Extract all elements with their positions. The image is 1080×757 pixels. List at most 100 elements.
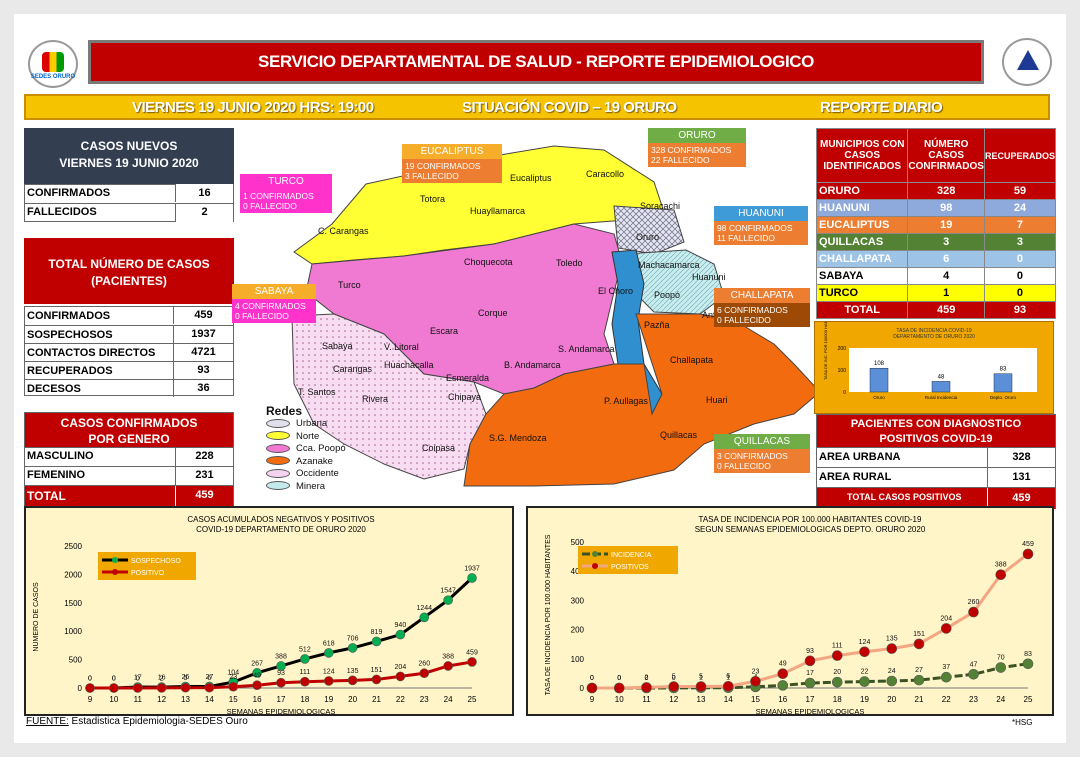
x-tick-label: 21 xyxy=(372,695,381,704)
data-label: 5 xyxy=(184,675,188,682)
data-label: 0 xyxy=(672,675,676,682)
data-label: 27 xyxy=(205,674,213,681)
callout-title: CHALLAPATA xyxy=(714,288,810,303)
diagnosis-header: PACIENTES CON DIAGNOSTICO POSITIVOS COVI… xyxy=(817,415,1055,447)
incidence-rate-chart: TASA DE INCIDENCIA POR 100.000 HABITANTE… xyxy=(526,506,1054,716)
data-label: 459 xyxy=(1022,541,1034,548)
series-point xyxy=(347,675,358,686)
y-tick-label: 400 xyxy=(571,567,585,576)
data-label: 5 xyxy=(672,674,676,681)
callout-title: TURCO xyxy=(240,174,332,189)
legend-marker xyxy=(112,557,118,563)
logo-caption: SEDES ORURO xyxy=(30,74,76,80)
chart-title: CASOS ACUMULADOS NEGATIVOS Y POSITIVOS xyxy=(187,515,374,524)
mini-bar xyxy=(869,367,889,393)
diagnosis-total-row: TOTAL CASOS POSITIVOS 459 xyxy=(817,487,1055,509)
map-label-5: C. Carangas xyxy=(318,226,369,236)
sedes-logo: SEDES ORURO xyxy=(28,40,78,88)
series-point xyxy=(668,681,680,692)
data-label: 819 xyxy=(371,629,383,636)
municipality-recovered: 24 xyxy=(983,199,1057,217)
header-confirmados: NÚMERO CASOS CONFIRMADOS xyxy=(907,128,985,183)
total-row-4: DECESOS 36 xyxy=(25,379,233,397)
chart-legend xyxy=(578,546,678,574)
total-row-value: 36 xyxy=(173,380,233,397)
municipality-confirmed: 1 xyxy=(907,284,985,302)
municipalities-table: MUNICIPIOS CON CASOS IDENTIFICADOS NÚMER… xyxy=(815,128,1057,319)
series-point xyxy=(913,674,925,686)
legend-swatch-icon xyxy=(266,456,290,466)
data-label: 0 xyxy=(112,676,116,683)
series-point xyxy=(831,676,843,688)
map-label-7: Choquecota xyxy=(464,257,513,267)
mini-bar-label: 108 xyxy=(874,361,885,367)
callout-body: 19 CONFIRMADOS 3 FALLECIDO xyxy=(402,159,502,183)
data-label: 135 xyxy=(347,668,359,675)
x-tick-label: 24 xyxy=(444,695,453,704)
header-municipio: MUNICIPIOS CON CASOS IDENTIFICADOS xyxy=(815,128,909,183)
x-tick-label: 13 xyxy=(697,695,706,704)
legend-swatch-icon xyxy=(266,481,290,491)
total-row-value: 4721 xyxy=(173,344,233,361)
map-label-28: Chipaya xyxy=(448,392,482,402)
map-label-14: Corque xyxy=(478,308,508,318)
municipality-recovered: 0 xyxy=(983,250,1057,268)
y-tick-label: 2500 xyxy=(64,542,82,551)
x-tick-label: 9 xyxy=(590,695,595,704)
urban-value: 328 xyxy=(987,448,1055,467)
diagnosis-total-value: 459 xyxy=(987,488,1055,509)
series-point xyxy=(968,668,979,680)
series-point xyxy=(156,683,167,693)
callout-title: EUCALIPTUS xyxy=(402,144,502,159)
municipality-recovered: 3 xyxy=(983,233,1057,251)
mini-chart-subtitle: DEPARTAMENTO DE ORURO 2020 xyxy=(893,334,975,340)
municipality-recovered: 59 xyxy=(983,182,1057,200)
y-tick-label: 200 xyxy=(571,626,585,635)
total-row-value: 1937 xyxy=(173,326,233,343)
series-point xyxy=(968,606,979,618)
series-point xyxy=(804,677,816,689)
map-label-21: Huachacalla xyxy=(384,360,434,370)
data-label: 23 xyxy=(752,668,760,675)
series-point xyxy=(886,643,898,654)
callout-confirmed: 19 CONFIRMADOS xyxy=(405,161,481,171)
x-tick-label: 14 xyxy=(205,695,214,704)
legend-item-norte: Norte xyxy=(266,431,319,442)
municipality-confirmed: 6 xyxy=(907,250,985,268)
municipality-confirmed: 3 xyxy=(907,233,985,251)
data-label: 151 xyxy=(371,667,383,674)
map-label-0: Caracollo xyxy=(586,169,625,179)
total-row-label: SOSPECHOSOS xyxy=(27,329,113,341)
data-label: 618 xyxy=(323,640,335,647)
data-label: 0 xyxy=(590,675,594,682)
callout-title: HUANUNI xyxy=(714,206,808,221)
x-tick-label: 22 xyxy=(942,695,951,704)
map-label-11: Turco xyxy=(338,280,361,290)
municipality-name: QUILLACAS xyxy=(815,233,909,251)
callout-confirmed: 4 CONFIRMADOS xyxy=(235,301,306,311)
x-tick-label: 18 xyxy=(833,695,842,704)
new-deaths-value: 2 xyxy=(175,204,233,222)
series-point xyxy=(252,680,262,691)
y-tick-label: 0 xyxy=(580,684,585,693)
report-date: VIERNES 19 JUNIO 2020 HRS: 19:00 xyxy=(132,99,374,116)
data-label: 1547 xyxy=(440,588,456,595)
diagnosis-panel: PACIENTES CON DIAGNOSTICO POSITIVOS COVI… xyxy=(816,414,1056,509)
municipality-confirmed: 19 xyxy=(907,216,985,234)
seal-logo xyxy=(1002,38,1052,86)
municipality-confirmed: 98 xyxy=(907,199,985,217)
data-label: 20 xyxy=(833,669,841,676)
series-point xyxy=(695,681,707,692)
new-confirmed-value: 16 xyxy=(175,184,233,202)
data-label: 388 xyxy=(995,562,1007,569)
municipality-name: EUCALIPTUS xyxy=(815,216,909,234)
callout-deaths: 0 FALLECIDO xyxy=(235,311,289,321)
legend-label: POSITIVO xyxy=(131,570,165,577)
legend-item-azanake: Azanake xyxy=(266,456,333,467)
municipalities-total-recovered: 93 xyxy=(983,301,1057,319)
callout-sabaya: SABAYA 4 CONFIRMADOS 0 FALLECIDO xyxy=(232,284,316,323)
series-point xyxy=(1022,658,1034,670)
legend-item-urbana: Urbana xyxy=(266,418,327,429)
report-page: SEDES ORURO SERVICIO DEPARTAMENTAL DE SA… xyxy=(14,14,1066,743)
total-row-label: CONFIRMADOS xyxy=(27,310,111,322)
